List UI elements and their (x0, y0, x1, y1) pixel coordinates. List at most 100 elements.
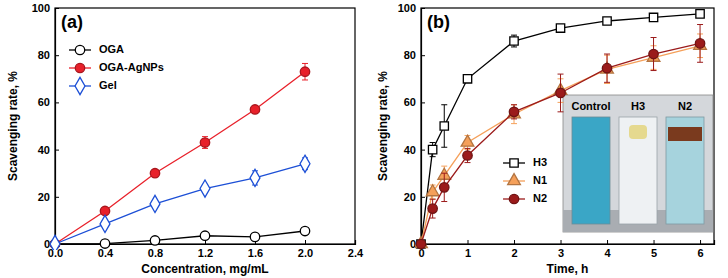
sample (629, 125, 647, 139)
data-point (649, 13, 657, 21)
y-tick-mark (55, 150, 59, 151)
data-point (100, 215, 110, 232)
y-tick-label: 100 (398, 2, 416, 14)
y-axis: 020406080100 (398, 2, 425, 250)
cuvette (666, 117, 704, 224)
y-tick-label: 80 (404, 49, 416, 61)
legend-item: N2 (503, 192, 547, 204)
y-tick-label: 60 (404, 96, 416, 108)
inset-background (563, 95, 713, 232)
series-line (421, 43, 700, 244)
figure: 0.00.40.81.21.62.02.4020406080100Concent… (0, 0, 728, 278)
y-tick-mark (421, 8, 425, 9)
y-tick: 20 (38, 191, 59, 203)
legend-item: N1 (503, 174, 547, 186)
y-tick: 80 (38, 49, 59, 61)
x-tick: 1.6 (248, 240, 263, 259)
data-point (428, 145, 436, 153)
data-point (440, 122, 448, 130)
panel: 0.00.40.81.21.62.02.4020406080100Concent… (6, 2, 364, 276)
y-tick-mark (55, 8, 59, 9)
data-point (509, 107, 518, 116)
y-tick-mark (55, 55, 59, 56)
data-point (200, 180, 210, 197)
data-point (200, 138, 209, 147)
panel-label: (a) (61, 12, 83, 32)
data-point (461, 135, 474, 146)
y-tick: 40 (404, 144, 425, 156)
x-tick: 4 (604, 240, 611, 259)
data-point (601, 62, 614, 73)
x-tick-label: 1.6 (248, 247, 263, 259)
y-tick: 60 (404, 96, 425, 108)
y-tick: 100 (398, 2, 425, 14)
x-tick: 2.0 (298, 240, 313, 259)
x-tick: 3 (558, 240, 564, 259)
legend-marker (508, 174, 521, 185)
data-point (150, 168, 159, 177)
legend-label: N1 (533, 174, 547, 186)
x-tick: 5 (651, 240, 657, 259)
inset: ControlH3N2 (563, 95, 713, 232)
data-point (250, 169, 260, 186)
y-tick-label: 0 (44, 238, 50, 250)
panel: 0123456020406080100Time, hScavenging rat… (376, 2, 714, 276)
x-tick-label: 6 (697, 247, 703, 259)
y-tick-label: 100 (32, 2, 50, 14)
legend-label: OGA-AgNPs (99, 61, 164, 73)
inset-label: H3 (631, 100, 645, 112)
y-axis-line (56, 9, 60, 245)
y-tick: 20 (404, 191, 425, 203)
y-tick: 80 (404, 49, 425, 61)
legend-marker (510, 159, 518, 167)
x-tick-mark (607, 240, 608, 244)
data-point (426, 185, 439, 196)
series (416, 25, 704, 249)
x-tick-label: 2.0 (298, 247, 313, 259)
x-tick-mark (305, 240, 306, 244)
legend: OGA OGA-AgNPs Gel (69, 43, 164, 95)
legend-item: OGA (69, 43, 124, 55)
x-axis-title: Time, h (547, 262, 589, 276)
y-tick-mark (421, 197, 425, 198)
x-axis: 0123456 (418, 240, 714, 259)
y-tick-label: 60 (38, 96, 50, 108)
legend-item: Gel (69, 77, 117, 94)
data-point (100, 239, 109, 248)
data-point (649, 49, 658, 58)
x-tick: 6 (697, 240, 703, 259)
data-point (602, 63, 611, 72)
data-point (200, 231, 209, 240)
legend-label: OGA (99, 43, 124, 55)
data-point (510, 37, 518, 45)
series-line (55, 231, 305, 244)
y-tick: 100 (32, 2, 59, 14)
legend-marker (509, 194, 518, 203)
y-axis-title: Scavenging rate, % (376, 71, 390, 181)
series-line (55, 72, 305, 244)
x-axis: 0.00.40.81.21.62.02.4 (48, 240, 364, 259)
y-tick: 60 (38, 96, 59, 108)
legend-label: Gel (99, 79, 117, 91)
data-point (150, 195, 160, 212)
x-axis-title: Concentration, mg/mL (141, 262, 268, 276)
x-tick-mark (514, 240, 515, 244)
x-tick-mark (654, 240, 655, 244)
data-layer (415, 10, 706, 249)
series (50, 155, 310, 250)
data-point (556, 24, 564, 32)
x-tick: 1.2 (198, 240, 213, 259)
inset-label: N2 (678, 100, 692, 112)
legend-marker (75, 77, 85, 94)
y-tick-mark (421, 102, 425, 103)
legend: H3N1N2 (503, 156, 547, 204)
x-tick: 2.4 (348, 240, 364, 259)
data-point (695, 39, 704, 48)
data-point (300, 226, 309, 235)
series (417, 10, 704, 248)
cuvette (619, 117, 657, 224)
series (415, 34, 706, 248)
x-tick-mark (355, 240, 356, 244)
y-axis: 020406080100 (32, 2, 59, 250)
x-tick-label: 2.4 (348, 247, 364, 259)
